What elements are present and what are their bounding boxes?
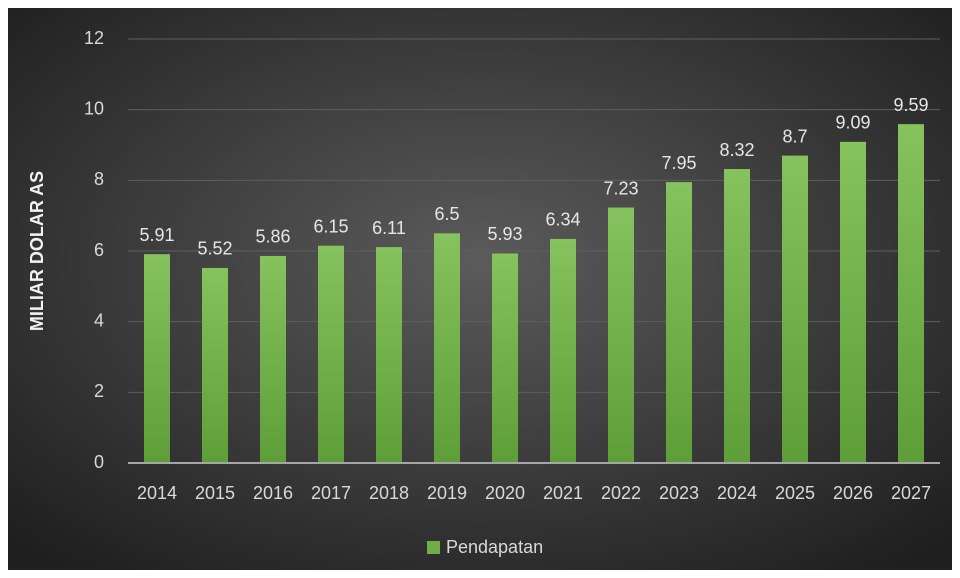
value-label: 9.09 [835, 113, 870, 133]
x-tick-label: 2020 [485, 483, 525, 503]
x-tick-label: 2017 [311, 483, 351, 503]
value-label: 8.7 [782, 126, 807, 146]
x-tick-label: 2022 [601, 483, 641, 503]
bar [666, 182, 692, 463]
value-label: 6.11 [372, 218, 406, 238]
y-tick-label: 4 [94, 310, 104, 330]
bar [260, 255, 286, 463]
bar [608, 207, 634, 463]
y-tick-label: 0 [94, 452, 104, 472]
y-tick-label: 12 [84, 28, 104, 48]
x-tick-label: 2024 [717, 483, 757, 503]
x-tick-label: 2016 [253, 483, 293, 503]
bar [840, 141, 866, 463]
y-tick-label: 6 [94, 240, 104, 260]
bar [550, 238, 576, 463]
x-tick-label: 2014 [137, 483, 177, 503]
value-label: 6.5 [434, 204, 459, 224]
bar [376, 247, 402, 463]
value-label: 5.86 [255, 227, 290, 247]
value-label: 6.34 [545, 210, 580, 230]
value-label: 5.91 [139, 225, 174, 245]
x-tick-label: 2026 [833, 483, 873, 503]
x-tick-label: 2025 [775, 483, 815, 503]
x-tick-label: 2018 [369, 483, 409, 503]
y-axis-title: MILIAR DOLAR AS [27, 171, 47, 331]
y-tick-label: 8 [94, 169, 104, 189]
value-label: 5.52 [197, 239, 232, 259]
bar [434, 233, 460, 463]
bar [492, 253, 518, 463]
x-tick-label: 2021 [543, 483, 583, 503]
x-tick-label: 2019 [427, 483, 467, 503]
legend-label: Pendapatan [446, 537, 543, 557]
x-tick-label: 2015 [195, 483, 235, 503]
value-label: 7.95 [661, 153, 696, 173]
value-label: 6.15 [313, 216, 348, 236]
bar [724, 169, 750, 463]
x-tick-label: 2027 [891, 483, 931, 503]
value-label: 8.32 [719, 140, 754, 160]
value-label: 7.23 [603, 178, 638, 198]
y-tick-label: 10 [84, 98, 104, 118]
y-tick-label: 2 [94, 381, 104, 401]
legend-swatch [427, 541, 440, 554]
bar [898, 124, 924, 464]
bar [202, 267, 228, 463]
x-tick-label: 2023 [659, 483, 699, 503]
value-label: 5.93 [487, 224, 522, 244]
bar [318, 245, 344, 463]
value-label: 9.59 [893, 95, 928, 115]
bar [144, 254, 170, 463]
bar [782, 155, 808, 463]
